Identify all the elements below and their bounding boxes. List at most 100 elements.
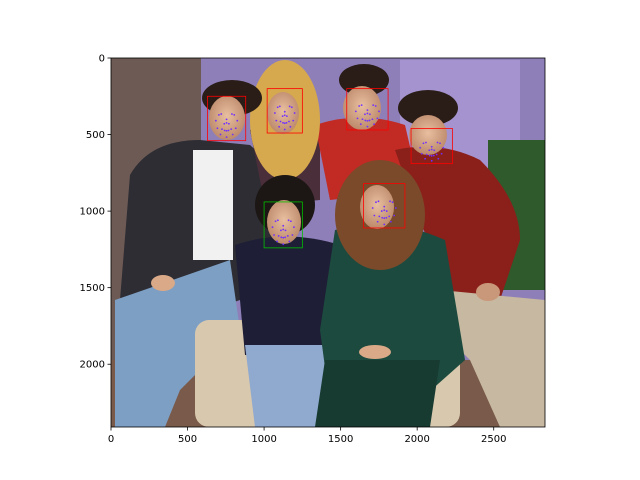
face-landmark: [278, 105, 281, 108]
face-landmark: [233, 114, 236, 116]
hair-back-right: [339, 64, 389, 96]
face-landmark: [389, 200, 391, 203]
face-landmark: [220, 113, 223, 115]
face-landmark: [276, 240, 278, 243]
face-landmark: [383, 217, 386, 220]
face-landmark: [281, 115, 284, 118]
face-landmark: [374, 105, 377, 107]
face-landmark: [218, 114, 220, 116]
face-landmark: [419, 146, 422, 149]
face: [409, 115, 447, 155]
x-tick-label: 1500: [328, 434, 353, 445]
face-landmark: [279, 120, 282, 123]
face-landmark: [368, 119, 371, 122]
face-landmark: [282, 236, 285, 239]
face-landmark: [380, 210, 383, 212]
face-landmark: [425, 153, 428, 156]
face-landmark: [288, 240, 291, 243]
face-landmark: [385, 210, 388, 212]
face-landmark: [227, 122, 230, 125]
face-landmark: [378, 110, 380, 113]
person-front-left-legs: [245, 345, 330, 427]
face: [343, 86, 381, 130]
face-landmark: [280, 236, 283, 239]
y-tick-label: 1000: [80, 207, 105, 218]
face-landmark: [287, 219, 290, 222]
face-landmark: [385, 216, 388, 219]
face-landmark: [223, 129, 226, 132]
face-landmark: [286, 235, 289, 237]
face-landmark: [371, 118, 374, 121]
face-landmark: [288, 120, 290, 123]
face-landmark: [375, 201, 377, 204]
face-box: [266, 88, 303, 134]
face-landmark: [359, 123, 362, 126]
face-landmark: [283, 128, 286, 131]
face-landmark: [376, 117, 379, 120]
face-landmark: [383, 223, 386, 226]
face-box: [263, 201, 303, 249]
face-landmark: [430, 148, 433, 151]
face-landmark: [274, 220, 277, 223]
face-landmark: [354, 110, 357, 113]
face-landmark: [271, 226, 274, 229]
face-landmark: [372, 104, 375, 107]
face-landmark: [293, 226, 295, 229]
face-landmark: [442, 146, 445, 149]
person-back-left-shirt: [193, 150, 233, 260]
face-landmark: [439, 142, 441, 145]
hand: [151, 275, 175, 291]
face-landmark: [433, 149, 436, 152]
face: [360, 185, 394, 229]
face-box: [207, 95, 247, 142]
face-landmark: [356, 117, 359, 120]
face-landmark: [371, 207, 374, 209]
face-landmark: [225, 136, 228, 139]
hand: [359, 345, 391, 359]
face-landmark: [223, 122, 226, 125]
face-landmark: [437, 157, 440, 160]
face-landmark: [290, 106, 293, 109]
face-landmark: [388, 215, 391, 218]
y-tick-label: 2000: [80, 360, 105, 371]
y-tick-label: 1500: [80, 283, 105, 294]
face-landmark: [292, 119, 295, 122]
face-landmark: [231, 133, 234, 136]
face-landmark: [284, 229, 287, 232]
x-tick-label: 1000: [251, 434, 276, 445]
hair-far-right: [398, 90, 458, 126]
face-landmark: [277, 235, 280, 237]
face-landmark: [283, 110, 286, 113]
face-landmark: [282, 243, 285, 246]
face-box: [410, 128, 453, 165]
x-axis: 0 500 1000 1500 2000 2500: [108, 427, 506, 445]
face-box: [346, 88, 389, 131]
face-landmark: [273, 112, 276, 114]
face-landmark: [293, 112, 296, 114]
face-landmark: [288, 105, 291, 108]
face-landmark: [424, 157, 427, 160]
person-back-left-legs: [115, 260, 240, 427]
face: [267, 200, 301, 244]
face-box: [363, 183, 406, 229]
axes-frame: [110, 57, 546, 428]
face-landmark: [225, 122, 228, 124]
face-landmark: [278, 125, 281, 128]
face-landmark: [283, 114, 286, 117]
face-landmark: [432, 154, 435, 157]
person-far-right-legs: [440, 290, 545, 427]
face-landmark: [282, 121, 284, 124]
face-landmark: [275, 119, 278, 122]
face-landmark: [364, 119, 367, 122]
x-tick-label: 2000: [404, 434, 429, 445]
face-landmark: [289, 125, 292, 128]
person-far-right-body: [395, 146, 520, 300]
face-landmark: [216, 127, 219, 130]
face-landmark: [360, 104, 363, 107]
face-landmark: [381, 216, 384, 219]
face-landmark: [391, 201, 394, 204]
face-landmark: [428, 149, 431, 152]
face-landmark: [366, 109, 369, 112]
face-landmark: [430, 145, 433, 148]
